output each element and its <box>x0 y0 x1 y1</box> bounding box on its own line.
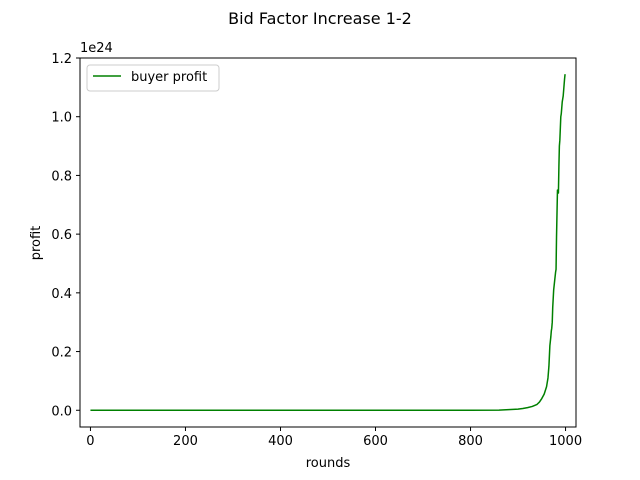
x-axis-label: rounds <box>306 456 351 471</box>
x-tick-label: 200 <box>173 434 198 449</box>
legend-box <box>86 64 220 92</box>
legend: buyer profit <box>86 64 220 92</box>
x-tick-label: 400 <box>268 434 293 449</box>
y-tick-label: 0.4 <box>51 287 72 302</box>
x-tick-label: 0 <box>86 434 94 449</box>
legend-label: buyer profit <box>131 70 207 85</box>
y-tick-label: 0.0 <box>51 404 72 419</box>
x-tick-label: 600 <box>363 434 388 449</box>
y-tick-label: 0.2 <box>51 346 72 361</box>
y-tick-label: 0.8 <box>51 169 72 184</box>
chart-title: Bid Factor Increase 1-2 <box>228 9 412 28</box>
y-axis-label: profit <box>29 226 44 261</box>
y-offset-label: 1e24 <box>80 41 113 56</box>
y-tick-label: 1.0 <box>51 111 72 126</box>
plot-frame <box>79 57 577 428</box>
x-tick-label: 800 <box>458 434 483 449</box>
series-line-buyer-profit <box>90 74 566 412</box>
y-tick-label: 0.6 <box>51 228 72 243</box>
x-tick-label: 1000 <box>549 434 582 449</box>
y-tick-label: 1.2 <box>51 52 72 67</box>
